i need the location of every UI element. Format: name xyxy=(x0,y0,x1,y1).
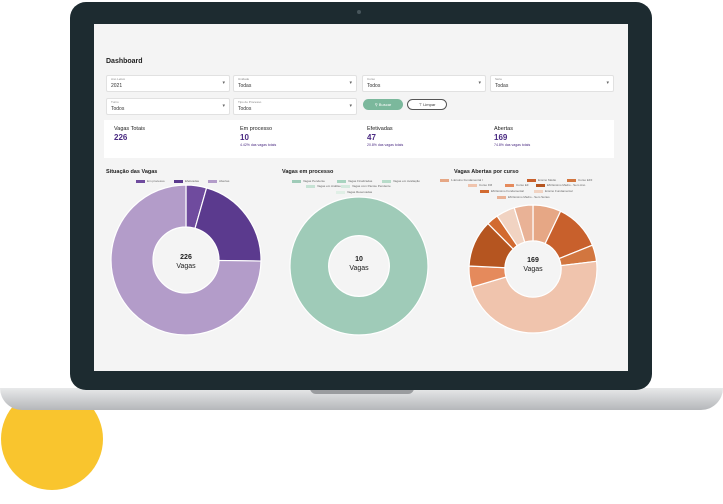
page-title: Dashboard xyxy=(106,58,143,65)
center-value: 226 xyxy=(180,254,192,261)
chevron-down-icon: ▾ xyxy=(478,80,481,86)
legend-item: Vagas Reservadas xyxy=(336,190,372,194)
donut-chart-situacao xyxy=(110,184,262,336)
legend-item: EM Ensino Médio - Sem Ano xyxy=(536,183,585,187)
legend-item: Curso EFII xyxy=(567,178,592,182)
kpi-sub: 4.42% das vagas totais xyxy=(240,143,277,147)
legend-item: Curso FM xyxy=(468,183,492,187)
filter-unidade[interactable]: Unidade Todas ▾ xyxy=(233,75,357,92)
filter-ano-letivo[interactable]: Ano Letivo 2021 ▾ xyxy=(106,75,230,92)
legend-item: Vagas com Pacote Pendente xyxy=(341,184,391,188)
chart-title-situacao: Situação das Vagas xyxy=(106,169,158,175)
filter-value: Todos xyxy=(367,83,381,89)
kpi-bar: Vagas Totais 226 Em processo 10 4.42% da… xyxy=(104,120,614,158)
donut-slice-curso-fm[interactable] xyxy=(470,260,598,334)
filter-serie[interactable]: Série Todas ▾ xyxy=(490,75,614,92)
camera-icon xyxy=(357,10,361,14)
donut-center: 10 Vagas xyxy=(339,255,379,273)
filter-turno[interactable]: Turno Todos ▾ xyxy=(106,98,230,115)
legend-item: Vagas Finalizadas xyxy=(337,179,372,183)
filter-label: Curso xyxy=(367,77,376,81)
kpi-label: Efetivadas xyxy=(367,126,393,132)
chevron-down-icon: ▾ xyxy=(606,80,609,86)
chart-title-em-processo: Vagas em processo xyxy=(282,169,334,175)
legend-item: Em processo xyxy=(136,179,165,183)
kpi-em-processo: Em processo 10 4.42% das vagas totais xyxy=(240,126,276,147)
donut-center: 226 Vagas xyxy=(166,253,206,271)
kpi-value: 10 xyxy=(240,133,249,142)
kpi-sub: 20.8% das vagas totais xyxy=(367,143,404,147)
donut-slice-vagas-pendente[interactable] xyxy=(289,196,429,336)
chevron-down-icon: ▾ xyxy=(349,80,352,86)
clear-button[interactable]: ⊤ Limpar xyxy=(407,99,447,110)
donut-chart-abertas-curso xyxy=(468,204,598,334)
kpi-label: Vagas Totais xyxy=(114,126,145,132)
legend-item: Abertas xyxy=(208,179,229,183)
legend-item: Vagas Pendente xyxy=(292,179,325,183)
kpi-value: 226 xyxy=(114,133,128,142)
filter-value: 2021 xyxy=(111,83,123,89)
legend-item: Ensino Fundamental xyxy=(534,189,573,193)
filter-label: Tipo de Processo xyxy=(238,100,262,104)
laptop-base xyxy=(0,388,723,410)
kpi-abertas: Abertas 169 74.8% das vagas totais xyxy=(494,126,530,147)
legend-item: Efetivadas xyxy=(174,179,199,183)
kpi-vagas-totais: Vagas Totais 226 xyxy=(114,126,145,142)
kpi-sub: 74.8% das vagas totais xyxy=(494,143,531,147)
search-icon: ⚲ xyxy=(374,102,379,107)
donut-center: 169 Vagas xyxy=(513,256,553,274)
donut-slice-efetivadas[interactable] xyxy=(194,187,262,262)
center-label: Vagas xyxy=(176,263,196,270)
search-button-label: Buscar xyxy=(378,102,392,107)
legend-item: EM Ensino Fundamental xyxy=(480,189,524,193)
laptop-notch xyxy=(310,388,414,394)
kpi-value: 169 xyxy=(494,133,508,142)
filter-tipo-processo[interactable]: Tipo de Processo Todos ▾ xyxy=(233,98,357,115)
filter-label: Série xyxy=(495,77,503,81)
filter-icon: ⊤ xyxy=(418,102,424,107)
filter-label: Ano Letivo xyxy=(111,77,126,81)
legend-item: Vagas em Análise xyxy=(306,184,341,188)
chevron-down-icon: ▾ xyxy=(222,80,225,86)
center-value: 10 xyxy=(355,256,363,263)
kpi-label: Abertas xyxy=(494,126,513,132)
donut-slice-em-ensino-m-dio-sem-s-ries[interactable] xyxy=(513,204,534,243)
chevron-down-icon: ▾ xyxy=(349,103,352,109)
dashboard-screen: Dashboard Ano Letivo 2021 ▾ Unidade Toda… xyxy=(94,24,628,371)
donut-slice-abertas[interactable] xyxy=(110,184,262,336)
center-label: Vagas xyxy=(349,265,369,272)
legend-item: EM Ensino Médio - Sem Séries xyxy=(497,195,550,199)
filter-curso[interactable]: Curso Todos ▾ xyxy=(362,75,486,92)
search-button[interactable]: ⚲ Buscar xyxy=(363,99,403,110)
chevron-down-icon: ▾ xyxy=(222,103,225,109)
legend-item: Ensino Médio xyxy=(527,178,556,182)
clear-button-label: Limpar xyxy=(423,102,436,107)
filter-label: Unidade xyxy=(238,77,250,81)
legend-item: Vagas em Avaliação xyxy=(382,179,420,183)
filter-label: Turno xyxy=(111,100,119,104)
legend-item: 1-Ensino Fundamental I xyxy=(440,178,483,182)
kpi-efetivadas: Efetivadas 47 20.8% das vagas totais xyxy=(367,126,403,147)
kpi-value: 47 xyxy=(367,133,376,142)
chart-title-abertas-curso: Vagas Abertas por curso xyxy=(454,169,519,175)
filter-value: Todos xyxy=(238,106,252,112)
center-label: Vagas xyxy=(523,266,543,273)
filter-value: Todos xyxy=(111,106,125,112)
legend-item: Curso EF xyxy=(505,183,529,187)
center-value: 169 xyxy=(527,257,539,264)
donut-chart-em-processo xyxy=(289,196,429,336)
filter-value: Todas xyxy=(495,83,509,89)
kpi-label: Em processo xyxy=(240,126,273,132)
filter-value: Todas xyxy=(238,83,252,89)
